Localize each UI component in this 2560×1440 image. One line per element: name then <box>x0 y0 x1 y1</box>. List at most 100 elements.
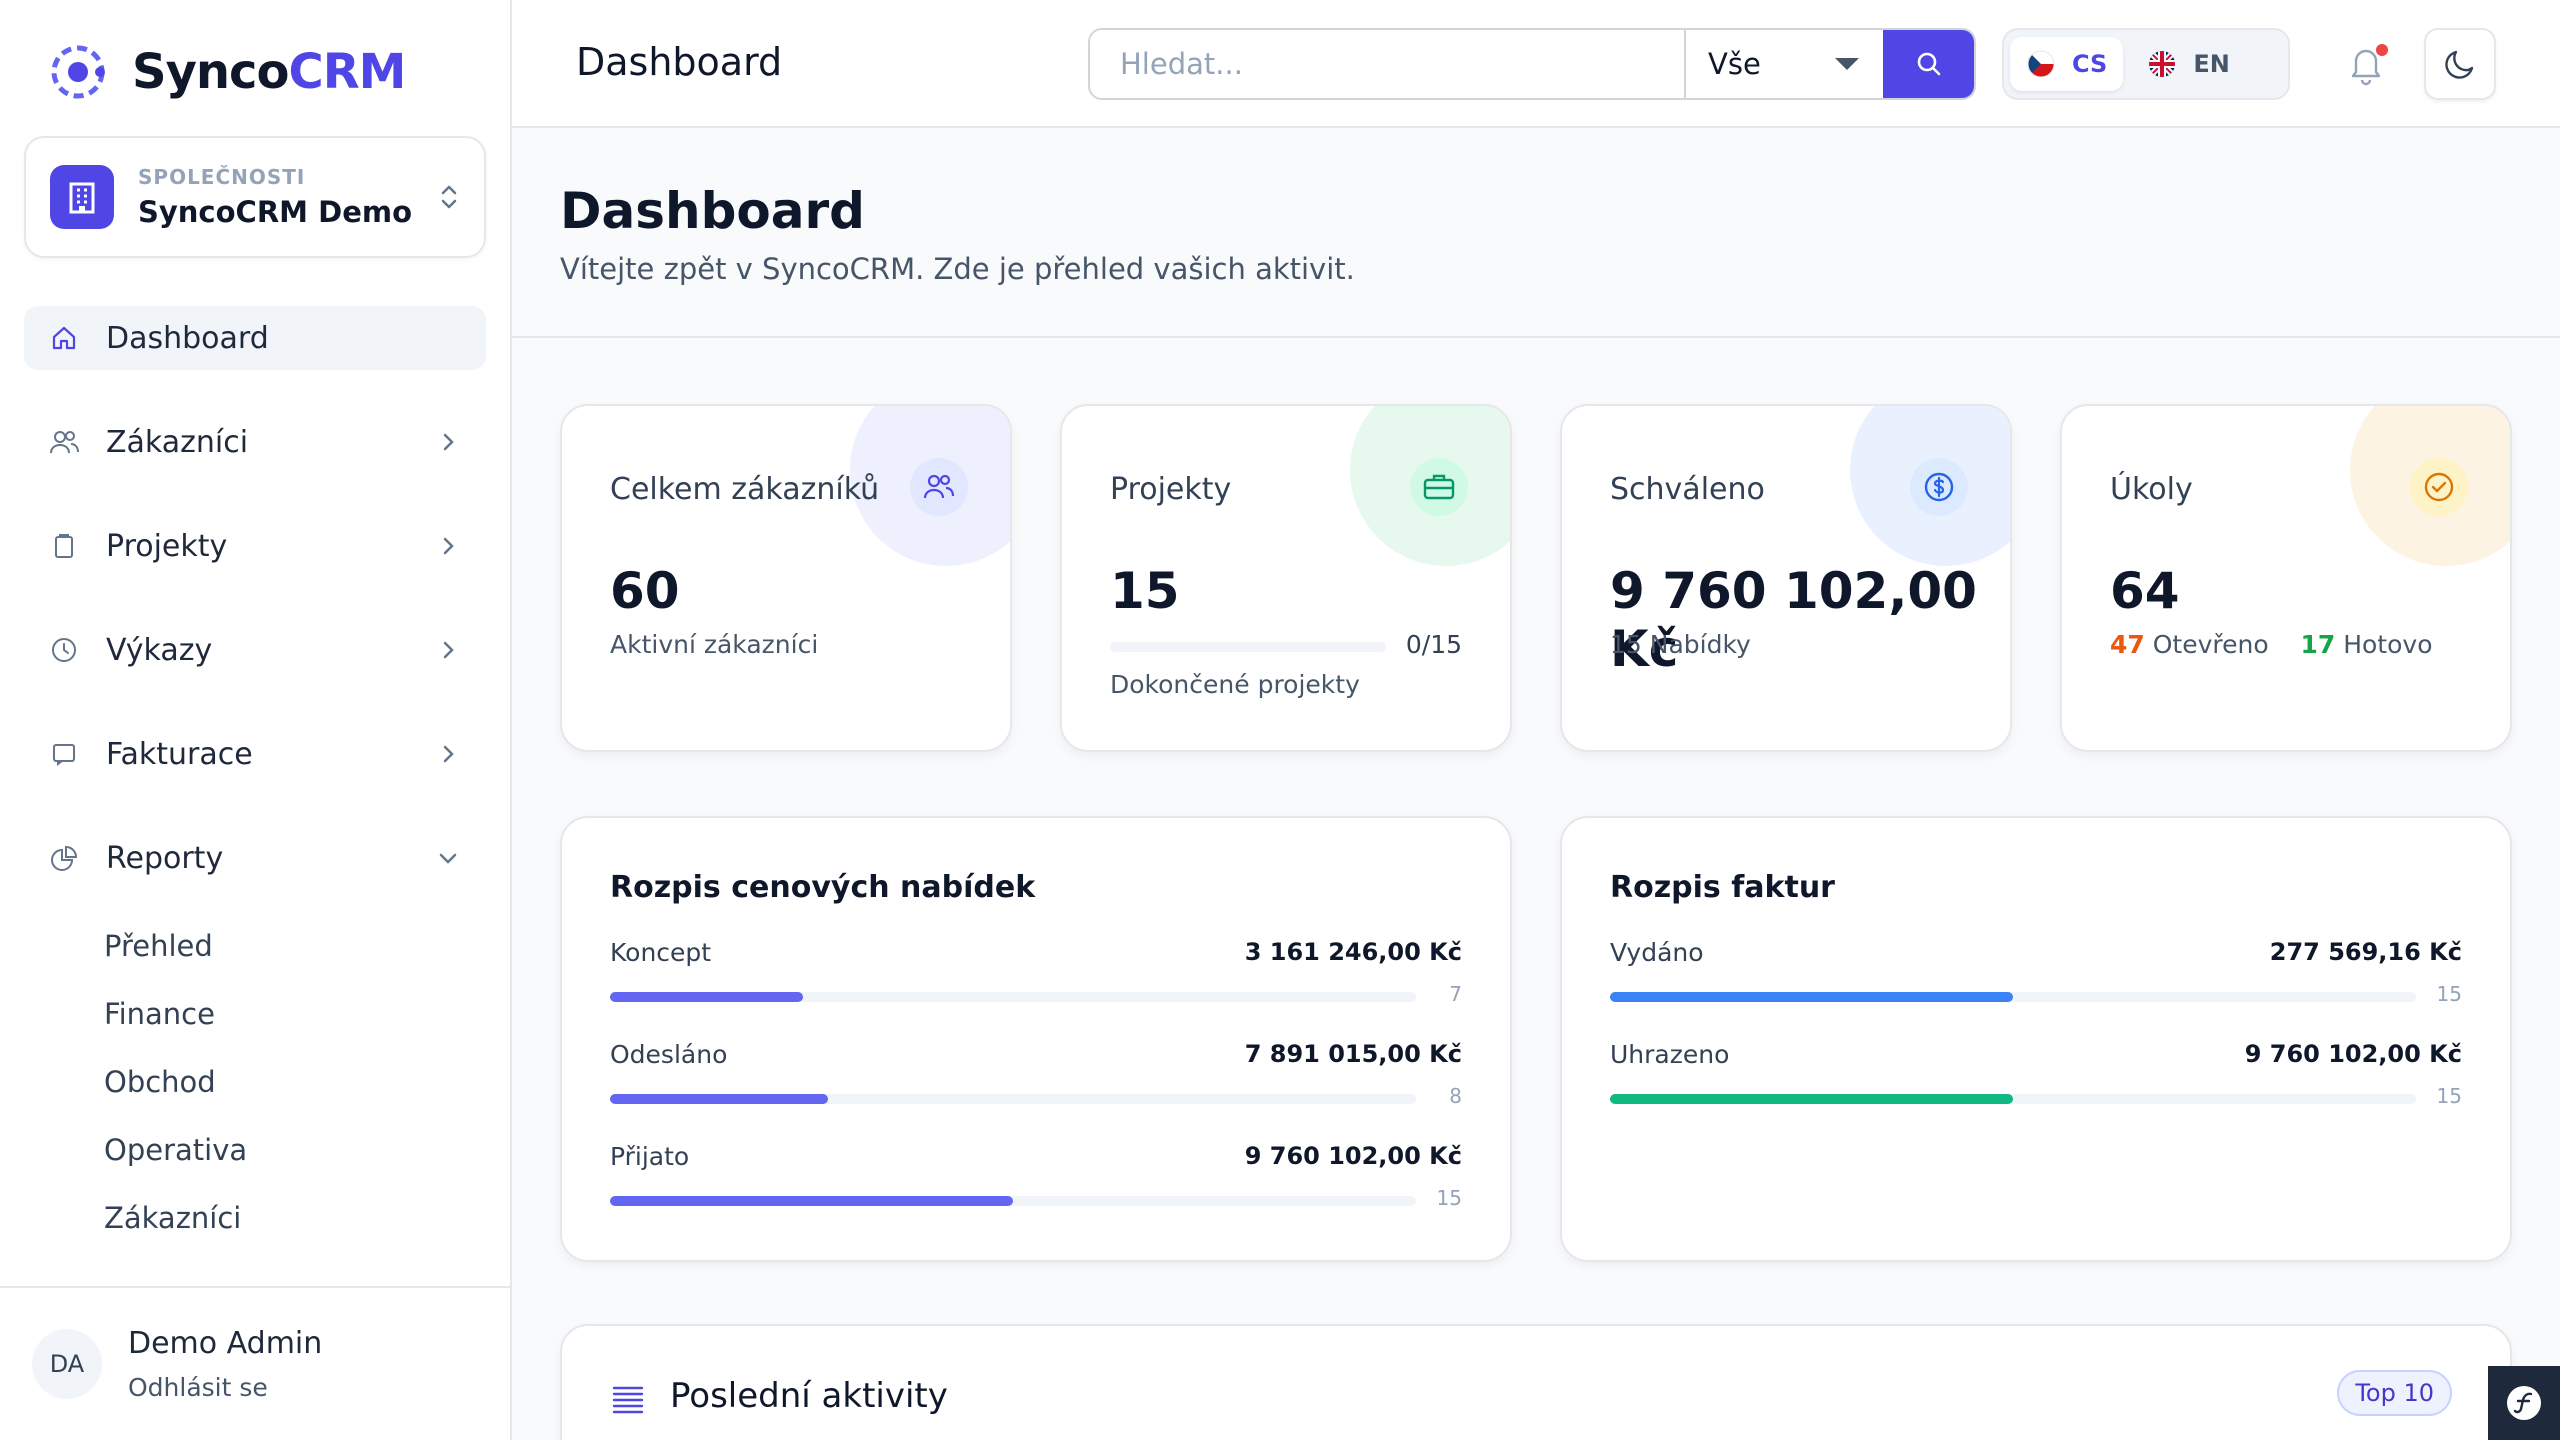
page-header: Dashboard Vítejte zpět v SyncoCRM. Zde j… <box>512 128 2560 338</box>
main-nav: Dashboard Zákazníci Projekty Výkazy Fakt… <box>24 306 486 1252</box>
search-button[interactable] <box>1883 30 1974 98</box>
symfony-icon <box>2507 1386 2541 1420</box>
notifications-button[interactable] <box>2332 30 2400 98</box>
company-label: SPOLEČNOSTI <box>138 165 306 189</box>
theme-toggle-button[interactable] <box>2424 28 2496 100</box>
home-icon <box>48 322 80 354</box>
notification-dot <box>2376 44 2388 56</box>
row-count: 8 <box>1449 1084 1462 1108</box>
search-bar: Vše <box>1088 28 1976 100</box>
invoices-breakdown-card: Rozpis faktur Vydáno 277 569,16 Kč 15 Uhraz… <box>1560 816 2512 1262</box>
page-subtitle: Vítejte zpět v SyncoCRM. Zde je přehled … <box>560 252 1355 286</box>
row-progress-bar <box>610 1094 1416 1104</box>
topbar-title: Dashboard <box>576 40 783 84</box>
tasks-done-label: Hotovo <box>2343 630 2433 659</box>
uk-flag-icon <box>2149 51 2176 77</box>
czech-flag-icon <box>2027 50 2055 78</box>
row-count: 15 <box>2436 982 2462 1006</box>
nav-label: Projekty <box>106 528 228 564</box>
stat-label: Schváleno <box>1610 472 1765 507</box>
chevron-right-icon <box>443 745 454 763</box>
lang-cs-button[interactable]: CS <box>2010 37 2124 91</box>
reports-submenu: Přehled Finance Obchod Operativa Zákazní… <box>24 912 486 1252</box>
topbar: Dashboard Vše CS EN <box>512 0 2560 128</box>
nav-item-customers[interactable]: Zákazníci <box>24 410 486 474</box>
row-progress-fill <box>610 992 804 1002</box>
search-icon <box>1917 52 1941 76</box>
subnav-item-overview[interactable]: Přehled <box>104 929 213 963</box>
row-progress-fill <box>1610 1094 2013 1104</box>
brand-logo[interactable]: SyncoCRM <box>46 40 406 104</box>
lang-en-label: EN <box>2193 50 2230 78</box>
stat-value: 15 <box>1110 562 1180 620</box>
top-count-badge: Top 10 <box>2337 1370 2452 1416</box>
stat-card-customers[interactable]: Celkem zákazníků 60 Aktivní zákazníci <box>560 404 1012 752</box>
row-progress-bar <box>610 992 1416 1002</box>
caret-down-icon <box>1835 58 1860 70</box>
pie-chart-icon <box>48 842 80 874</box>
row-amount: 3 161 246,00 Kč <box>1244 938 1462 966</box>
stat-card-projects[interactable]: Projekty 15 0/15 Dokončené projekty <box>1060 404 1512 752</box>
projects-progress-bar <box>1110 642 1386 652</box>
nav-item-dashboard[interactable]: Dashboard <box>24 306 486 370</box>
search-scope-select[interactable]: Vše <box>1684 30 1883 98</box>
lang-cs-label: CS <box>2072 50 2108 78</box>
chevron-right-icon <box>443 433 454 451</box>
nav-label: Reporty <box>106 840 224 876</box>
company-name: SyncoCRM Demo <box>138 195 412 229</box>
subnav-item-sales[interactable]: Obchod <box>104 1065 216 1099</box>
nav-label: Dashboard <box>106 320 269 356</box>
sidebar: SyncoCRM SPOLEČNOSTI SyncoCRM Demo Dashb… <box>0 0 512 1440</box>
avatar[interactable]: DA <box>32 1329 102 1399</box>
building-icon <box>50 165 114 229</box>
quotes-breakdown-card: Rozpis cenových nabídek Koncept 3 161 246… <box>560 816 1512 1262</box>
subnav-item-finance[interactable]: Finance <box>104 997 215 1031</box>
row-label: Odesláno <box>610 1040 728 1069</box>
card-title: Rozpis cenových nabídek <box>610 870 1036 905</box>
tasks-open-count: 47 <box>2110 630 2145 659</box>
subnav-item-customers[interactable]: Zákazníci <box>104 1201 242 1235</box>
row-progress-fill <box>610 1094 828 1104</box>
chevron-down-icon <box>439 853 457 864</box>
nav-item-reports[interactable]: Reporty <box>24 826 486 890</box>
chevron-updown-icon <box>441 185 457 209</box>
subnav-item-operations[interactable]: Operativa <box>104 1133 248 1167</box>
nav-item-invoicing[interactable]: Fakturace <box>24 722 486 786</box>
tasks-open-label: Otevřeno <box>2152 630 2269 659</box>
clipboard-icon <box>48 530 80 562</box>
company-switcher[interactable]: SPOLEČNOSTI SyncoCRM Demo <box>24 136 486 258</box>
stat-card-approved[interactable]: Schváleno 9 760 102,00 Kč 15 Nabídky <box>1560 404 2012 752</box>
row-amount: 9 760 102,00 Kč <box>2244 1040 2462 1068</box>
clock-icon <box>48 634 80 666</box>
row-label: Koncept <box>610 938 712 967</box>
logout-link[interactable]: Odhlásit se <box>128 1373 268 1402</box>
card-title: Poslední aktivity <box>670 1376 948 1416</box>
language-switcher: CS EN <box>2002 28 2290 100</box>
nav-item-timesheets[interactable]: Výkazy <box>24 618 486 682</box>
row-progress-bar <box>610 1196 1416 1206</box>
briefcase-icon <box>1410 458 1468 516</box>
row-count: 15 <box>1436 1186 1462 1210</box>
logo-icon <box>51 45 105 99</box>
nav-label: Výkazy <box>106 632 213 668</box>
debug-toolbar-toggle[interactable] <box>2488 1366 2560 1440</box>
nav-item-projects[interactable]: Projekty <box>24 514 486 578</box>
stat-label: Úkoly <box>2110 472 2193 507</box>
users-icon <box>48 426 80 458</box>
page-title: Dashboard <box>560 182 865 240</box>
lang-en-button[interactable]: EN <box>2131 37 2245 91</box>
row-progress-bar <box>1610 1094 2416 1104</box>
invoice-icon <box>48 738 80 770</box>
brand-name: SyncoCRM <box>132 44 406 100</box>
chevron-right-icon <box>443 537 454 555</box>
stat-label: Celkem zákazníků <box>610 472 880 507</box>
row-label: Přijato <box>610 1142 690 1171</box>
search-scope-value: Vše <box>1708 47 1761 81</box>
check-circle-icon <box>2410 458 2468 516</box>
search-input[interactable] <box>1090 30 1684 98</box>
stat-card-tasks[interactable]: Úkoly 64 47 Otevřeno 17 Hotovo <box>2060 404 2512 752</box>
stat-subtitle: Dokončené projekty <box>1110 670 1360 699</box>
row-amount: 277 569,16 Kč <box>2269 938 2462 966</box>
stat-subtitle: 15 Nabídky <box>1610 630 1751 659</box>
nav-label: Zákazníci <box>106 424 249 460</box>
